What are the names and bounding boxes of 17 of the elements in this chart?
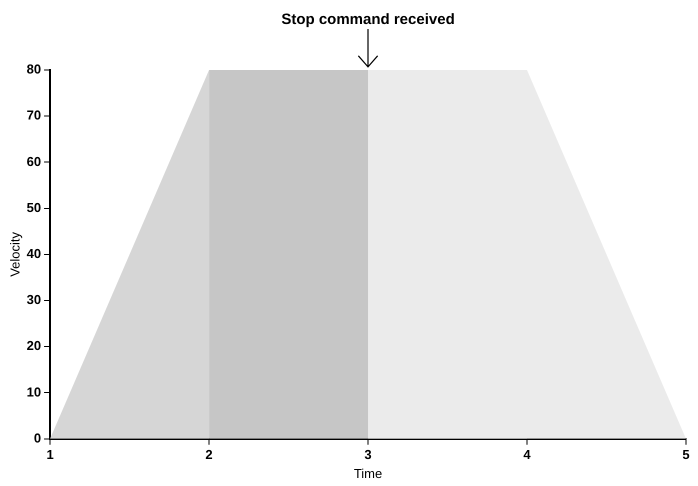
y-axis-title: Velocity <box>7 232 22 277</box>
x-axis-title: Time <box>354 466 382 481</box>
y-tick-label: 30 <box>26 292 42 308</box>
x-tick-label: 2 <box>205 447 213 462</box>
annotation: Stop command received <box>281 11 455 28</box>
x-tick-label: 1 <box>46 447 54 462</box>
y-tick-label: 0 <box>34 430 42 446</box>
x-tick-label: 5 <box>682 447 690 462</box>
y-tick-label: 10 <box>26 384 42 400</box>
x-tick-label: 3 <box>364 447 372 462</box>
y-tick-label: 70 <box>26 108 42 123</box>
x-tick-label: 4 <box>523 447 532 462</box>
y-tick-label: 60 <box>26 154 42 169</box>
y-tick-label: 20 <box>26 338 42 354</box>
y-tick-label: 80 <box>26 62 42 77</box>
y-tick-label: 40 <box>26 246 42 261</box>
y-tick-label: 50 <box>26 200 42 215</box>
